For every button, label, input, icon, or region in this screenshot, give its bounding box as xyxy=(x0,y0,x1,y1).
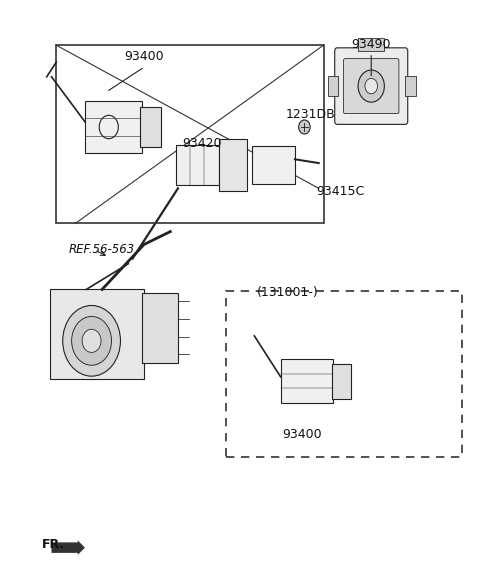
Text: 93490: 93490 xyxy=(351,38,391,51)
Bar xyxy=(226,291,462,457)
Bar xyxy=(405,76,416,96)
Bar xyxy=(281,359,333,403)
Bar xyxy=(85,101,142,153)
Text: FR.: FR. xyxy=(42,538,65,551)
Bar xyxy=(218,139,247,191)
FancyBboxPatch shape xyxy=(335,48,408,124)
Bar xyxy=(252,146,295,184)
Text: 93400: 93400 xyxy=(282,428,322,441)
Circle shape xyxy=(299,120,310,134)
Bar xyxy=(49,289,144,379)
Text: REF.56-563: REF.56-563 xyxy=(68,243,134,256)
Text: (131001-): (131001-) xyxy=(257,286,318,299)
Bar xyxy=(140,107,161,147)
Text: 93415C: 93415C xyxy=(316,185,365,198)
Bar xyxy=(142,293,179,363)
Circle shape xyxy=(63,305,120,376)
Circle shape xyxy=(365,79,378,94)
Bar xyxy=(328,76,338,96)
FancyBboxPatch shape xyxy=(344,59,399,113)
FancyArrow shape xyxy=(51,541,85,555)
Bar xyxy=(176,144,218,185)
Circle shape xyxy=(82,329,101,352)
Bar xyxy=(358,38,384,50)
Text: 1231DB: 1231DB xyxy=(285,108,335,121)
Bar xyxy=(56,45,324,224)
Text: 93400: 93400 xyxy=(125,50,164,63)
Circle shape xyxy=(358,70,384,102)
Circle shape xyxy=(72,316,111,365)
Bar xyxy=(332,363,351,399)
Text: 93420: 93420 xyxy=(183,137,222,150)
